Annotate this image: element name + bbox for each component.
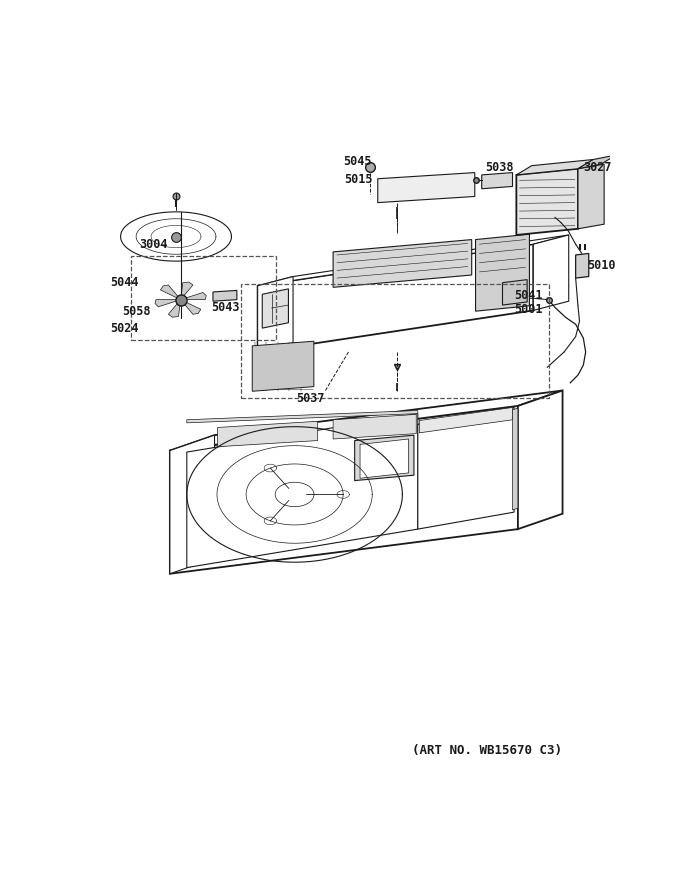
Polygon shape [258,276,293,352]
Polygon shape [187,410,418,422]
Polygon shape [420,407,513,433]
Polygon shape [262,289,288,328]
Polygon shape [513,408,518,510]
Polygon shape [181,282,193,299]
Polygon shape [333,239,472,287]
Polygon shape [516,169,578,235]
Polygon shape [170,406,518,574]
Polygon shape [258,244,533,352]
Text: (ART NO. WB15670 C3): (ART NO. WB15670 C3) [411,744,562,758]
Bar [131,256,276,341]
Polygon shape [252,341,314,392]
Polygon shape [378,172,475,202]
Text: 5044: 5044 [109,276,138,290]
Polygon shape [533,235,568,311]
Text: 5041: 5041 [514,290,543,303]
Polygon shape [258,235,568,286]
Text: 5043: 5043 [211,301,240,314]
Text: 5015: 5015 [344,173,373,186]
Text: 3004: 3004 [139,238,167,251]
Polygon shape [503,280,527,305]
Polygon shape [169,299,181,317]
Polygon shape [181,292,206,299]
Polygon shape [218,422,318,447]
Text: 3027: 3027 [583,161,612,173]
Polygon shape [481,172,513,189]
Polygon shape [418,407,514,529]
Bar [241,284,549,398]
Text: 5058: 5058 [122,304,151,318]
Polygon shape [516,159,594,175]
Polygon shape [578,155,617,169]
Text: 5038: 5038 [486,161,514,173]
Polygon shape [518,391,562,529]
Polygon shape [187,414,418,568]
Text: 5010: 5010 [588,260,615,272]
Polygon shape [333,414,416,439]
Polygon shape [475,234,530,312]
Polygon shape [213,290,237,301]
Polygon shape [578,164,604,229]
Polygon shape [170,435,214,574]
Polygon shape [155,299,181,307]
Polygon shape [576,253,589,278]
Text: 5045: 5045 [343,155,371,167]
Polygon shape [360,439,409,478]
Polygon shape [170,391,562,451]
Text: 5024: 5024 [109,322,138,335]
Polygon shape [160,285,181,299]
Text: 5001: 5001 [514,303,543,316]
Polygon shape [181,299,201,314]
Text: 5037: 5037 [296,392,324,406]
Polygon shape [355,435,414,480]
